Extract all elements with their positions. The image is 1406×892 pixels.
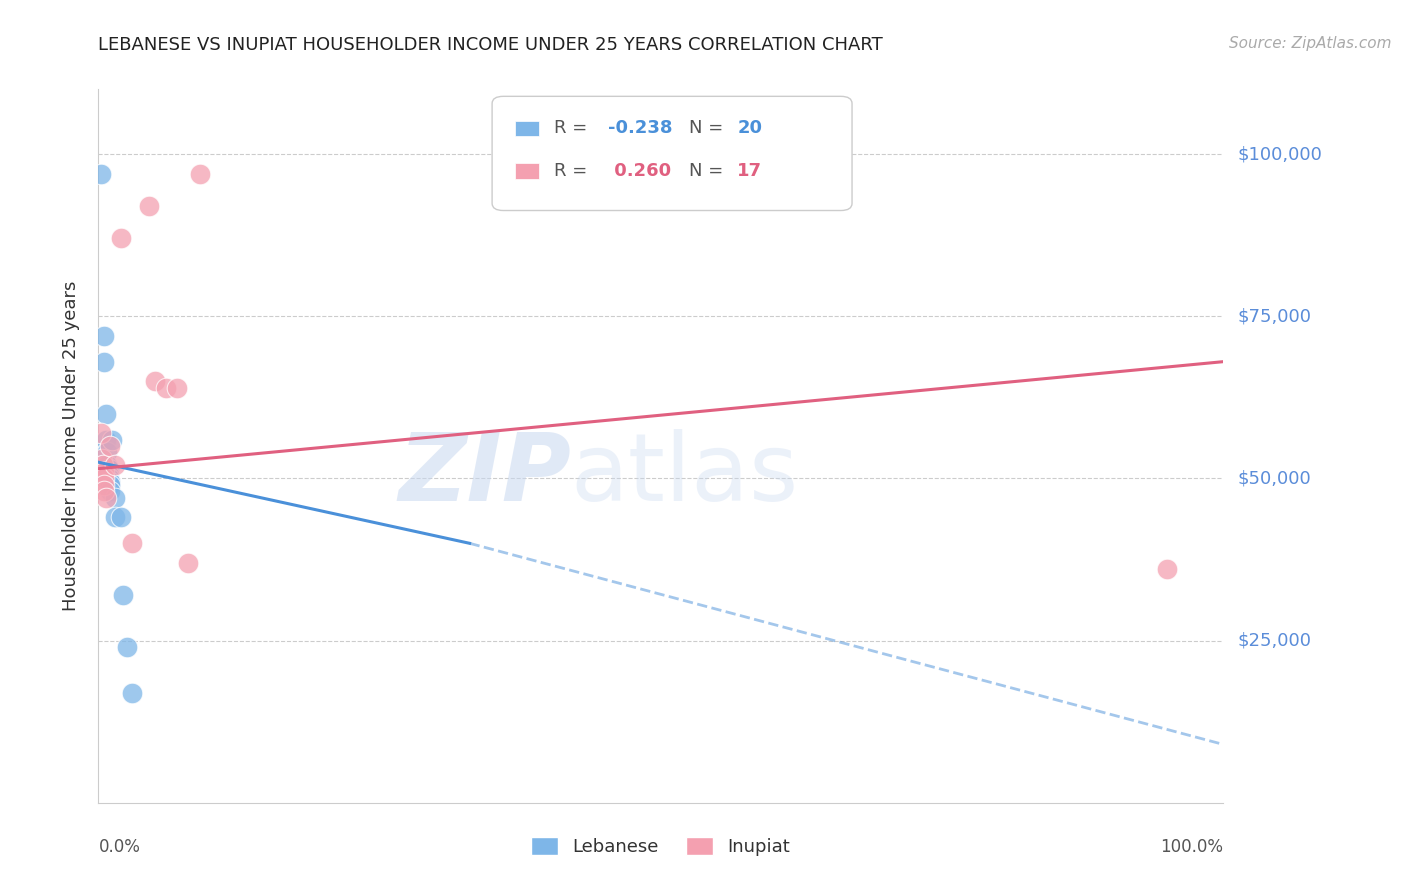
Point [91,458,114,473]
Text: 20: 20 [737,120,762,137]
Text: R =: R = [554,162,593,180]
Point [104,491,127,505]
Point [93,465,115,479]
Legend: Lebanese, Inupiat: Lebanese, Inupiat [522,828,800,865]
Text: LEBANESE VS INUPIAT HOUSEHOLDER INCOME UNDER 25 YEARS CORRELATION CHART: LEBANESE VS INUPIAT HOUSEHOLDER INCOME U… [98,36,883,54]
Point [1156,562,1178,576]
Point [98,484,121,499]
Point [98,439,121,453]
Point [115,640,138,654]
FancyBboxPatch shape [492,96,852,211]
Text: $100,000: $100,000 [1237,145,1322,163]
Text: atlas: atlas [571,428,799,521]
Point [121,536,143,550]
Point [97,471,120,485]
Point [93,354,115,368]
Point [143,374,166,388]
Point [101,433,124,447]
Point [138,199,160,213]
Point [96,458,118,473]
Text: 100.0%: 100.0% [1160,838,1223,856]
Text: $75,000: $75,000 [1237,307,1312,326]
Point [110,510,132,524]
Point [96,407,118,421]
Point [97,468,120,483]
Point [97,461,120,475]
Point [93,471,115,485]
Point [96,433,118,447]
Point [90,167,112,181]
Point [98,478,121,492]
Text: Source: ZipAtlas.com: Source: ZipAtlas.com [1229,36,1392,51]
Point [110,231,132,245]
Point [155,381,177,395]
Point [104,510,127,524]
FancyBboxPatch shape [515,163,540,179]
Point [93,478,115,492]
Text: $25,000: $25,000 [1237,632,1312,649]
Point [112,588,135,602]
Text: 0.0%: 0.0% [98,838,141,856]
Text: -0.238: -0.238 [607,120,672,137]
Point [93,484,115,499]
Point [93,328,115,343]
Text: 0.260: 0.260 [607,162,671,180]
Point [166,381,188,395]
Point [90,452,112,467]
Point [96,491,118,505]
Y-axis label: Householder Income Under 25 years: Householder Income Under 25 years [62,281,80,611]
Point [91,465,114,479]
Text: R =: R = [554,120,593,137]
Text: ZIP: ZIP [398,428,571,521]
Text: N =: N = [689,162,728,180]
Point [188,167,211,181]
Point [90,425,112,440]
Point [177,556,200,570]
Point [98,475,121,489]
Point [121,685,143,699]
Point [96,445,118,459]
Point [104,458,127,473]
Text: $50,000: $50,000 [1237,469,1310,487]
Text: 17: 17 [737,162,762,180]
FancyBboxPatch shape [515,120,540,136]
Text: N =: N = [689,120,728,137]
